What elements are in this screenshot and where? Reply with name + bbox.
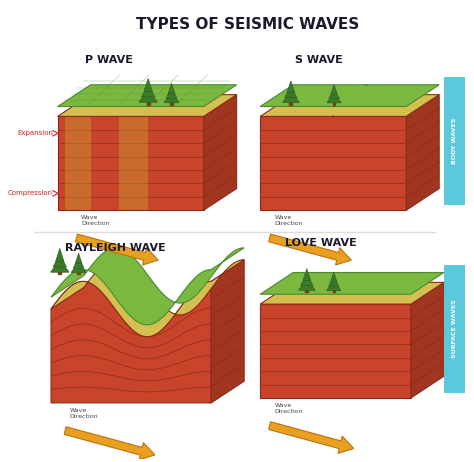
Text: SURFACE WAVES: SURFACE WAVES bbox=[452, 299, 457, 358]
Polygon shape bbox=[283, 91, 300, 103]
Text: RAYLEIGH WAVE: RAYLEIGH WAVE bbox=[65, 243, 165, 253]
Bar bbox=[119, 116, 148, 210]
Text: Wave
Direction: Wave Direction bbox=[274, 215, 303, 226]
Text: Wave
Direction: Wave Direction bbox=[70, 408, 99, 419]
Bar bbox=[444, 77, 465, 205]
Polygon shape bbox=[164, 92, 179, 103]
Polygon shape bbox=[53, 254, 66, 267]
Polygon shape bbox=[58, 95, 237, 116]
Bar bbox=[444, 265, 465, 393]
Polygon shape bbox=[285, 86, 297, 97]
Polygon shape bbox=[168, 83, 175, 94]
Bar bbox=[77, 270, 80, 274]
Text: S WAVE: S WAVE bbox=[295, 55, 343, 65]
Polygon shape bbox=[330, 272, 337, 282]
Polygon shape bbox=[166, 88, 177, 98]
Bar bbox=[170, 100, 173, 104]
Bar bbox=[146, 99, 150, 104]
Text: TYPES OF SEISMIC WAVES: TYPES OF SEISMIC WAVES bbox=[137, 17, 360, 32]
Polygon shape bbox=[51, 248, 244, 325]
Polygon shape bbox=[204, 95, 237, 210]
Polygon shape bbox=[75, 253, 82, 264]
Polygon shape bbox=[328, 276, 339, 286]
Text: Wave
Direction: Wave Direction bbox=[274, 403, 303, 414]
Polygon shape bbox=[301, 274, 313, 286]
Text: Compression: Compression bbox=[8, 190, 53, 196]
Polygon shape bbox=[51, 281, 211, 403]
FancyArrow shape bbox=[75, 234, 158, 265]
FancyArrow shape bbox=[269, 422, 354, 453]
Polygon shape bbox=[144, 79, 152, 91]
Polygon shape bbox=[260, 304, 411, 398]
Bar bbox=[305, 287, 308, 292]
Polygon shape bbox=[50, 259, 69, 272]
Polygon shape bbox=[287, 81, 295, 93]
Text: P WAVE: P WAVE bbox=[85, 55, 133, 65]
Text: BODY WAVES: BODY WAVES bbox=[452, 118, 457, 164]
Polygon shape bbox=[73, 257, 84, 268]
Text: Wave
Direction: Wave Direction bbox=[81, 215, 110, 226]
Polygon shape bbox=[327, 93, 341, 103]
Polygon shape bbox=[411, 282, 444, 398]
Polygon shape bbox=[260, 116, 406, 210]
Polygon shape bbox=[260, 85, 439, 107]
FancyArrow shape bbox=[64, 427, 155, 460]
Polygon shape bbox=[406, 95, 439, 210]
Bar bbox=[58, 269, 61, 274]
Text: LOVE WAVE: LOVE WAVE bbox=[284, 238, 356, 248]
Text: Expansion: Expansion bbox=[17, 130, 53, 136]
Bar bbox=[333, 100, 335, 104]
Polygon shape bbox=[58, 116, 204, 210]
Polygon shape bbox=[141, 84, 155, 97]
Polygon shape bbox=[298, 279, 315, 290]
Polygon shape bbox=[51, 260, 244, 337]
Polygon shape bbox=[139, 89, 157, 103]
Polygon shape bbox=[331, 85, 337, 94]
FancyArrow shape bbox=[269, 234, 351, 265]
Polygon shape bbox=[55, 249, 64, 261]
Polygon shape bbox=[329, 89, 339, 99]
Bar bbox=[65, 116, 91, 210]
Bar bbox=[290, 100, 292, 104]
Polygon shape bbox=[71, 262, 86, 273]
Polygon shape bbox=[211, 260, 244, 403]
Polygon shape bbox=[327, 280, 341, 291]
Polygon shape bbox=[260, 282, 444, 304]
Polygon shape bbox=[260, 273, 444, 294]
Polygon shape bbox=[303, 268, 310, 280]
Bar bbox=[333, 288, 335, 292]
Polygon shape bbox=[260, 95, 439, 116]
Polygon shape bbox=[58, 85, 237, 107]
